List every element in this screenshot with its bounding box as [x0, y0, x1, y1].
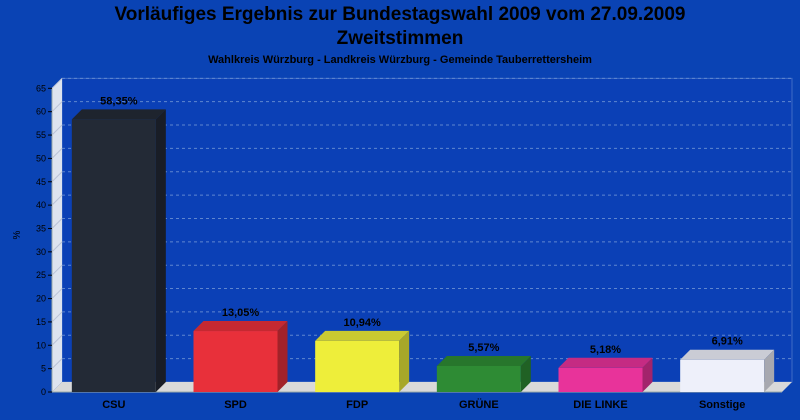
- chart-title-line2: Zweitstimmen: [336, 28, 464, 49]
- data-label: 10,94%: [344, 317, 382, 329]
- chart-title: Vorläufiges Ergebnis zur Bundestagswahl …: [114, 4, 686, 25]
- grid: [48, 77, 792, 393]
- data-label: 13,05%: [222, 307, 260, 319]
- bar-top: [193, 321, 288, 332]
- gridline-wall: [51, 171, 63, 183]
- bar-side: [520, 355, 531, 392]
- bar-top: [71, 109, 166, 120]
- x-tick-label: FDP: [346, 399, 368, 411]
- y-tick-label: 55: [36, 130, 46, 140]
- labels: 0 5 10 15 20 25 30 35 40 45 50 55 60 65% 58,35% CSU 13,0…: [12, 83, 745, 411]
- bar-side: [642, 357, 653, 392]
- bar-die-linke: [558, 367, 643, 392]
- y-axis-label: %: [12, 230, 23, 239]
- x-tick-label: DIE LINKE: [573, 399, 627, 411]
- gridline-wall: [51, 77, 63, 89]
- gridline-wall: [51, 101, 63, 113]
- bar-sonstige: [680, 359, 765, 392]
- plot-left-wall: [52, 78, 62, 392]
- y-tick-label: 35: [36, 223, 46, 233]
- y-tick-label: 0: [41, 387, 46, 397]
- gridline-wall: [51, 334, 63, 346]
- plot-back-wall: [61, 77, 793, 383]
- y-tick-label: 25: [36, 270, 46, 280]
- gridline-wall: [51, 194, 63, 206]
- gridline-wall: [51, 264, 63, 276]
- bar-top: [680, 349, 775, 360]
- bar-side: [155, 109, 166, 393]
- bar-side: [399, 330, 410, 392]
- gridline-wall: [51, 311, 63, 323]
- y-tick-label: 65: [36, 83, 46, 93]
- gridline-wall: [51, 124, 63, 136]
- data-label: 58,35%: [100, 95, 138, 107]
- y-tick-label: 30: [36, 247, 46, 257]
- gridline-wall: [51, 358, 63, 369]
- gridline-wall: [51, 218, 63, 229]
- bar-top: [315, 330, 410, 341]
- x-tick-label: SPD: [224, 399, 247, 411]
- chart-subtitle: Wahlkreis Würzburg - Landkreis Würzburg …: [208, 54, 592, 66]
- x-tick-label: GRÜNE: [459, 398, 499, 411]
- bar-spd: [193, 331, 278, 392]
- bar-fdp: [315, 340, 400, 392]
- data-label: 5,18%: [590, 344, 621, 356]
- bar-side: [277, 321, 288, 392]
- y-tick-label: 5: [41, 364, 46, 374]
- gridline-wall: [51, 241, 63, 253]
- x-tick-label: Sonstige: [699, 399, 745, 411]
- bar-csu: [71, 119, 156, 393]
- x-tick-label: CSU: [102, 399, 125, 411]
- y-tick-label: 15: [36, 317, 46, 327]
- gridline-wall: [51, 148, 63, 159]
- bar-grüne: [436, 365, 521, 392]
- y-tick-label: 10: [36, 340, 46, 350]
- bar-top: [436, 355, 531, 366]
- data-label: 5,57%: [468, 342, 499, 354]
- gridline-wall: [51, 288, 63, 299]
- y-tick-label: 50: [36, 153, 46, 163]
- bars: [71, 109, 775, 393]
- y-tick-label: 45: [36, 177, 46, 187]
- y-tick-label: 40: [36, 200, 46, 210]
- bar-top: [558, 357, 653, 368]
- data-label: 6,91%: [712, 336, 743, 348]
- y-tick-label: 20: [36, 294, 46, 304]
- y-tick-label: 60: [36, 107, 46, 117]
- bar-side: [764, 349, 775, 392]
